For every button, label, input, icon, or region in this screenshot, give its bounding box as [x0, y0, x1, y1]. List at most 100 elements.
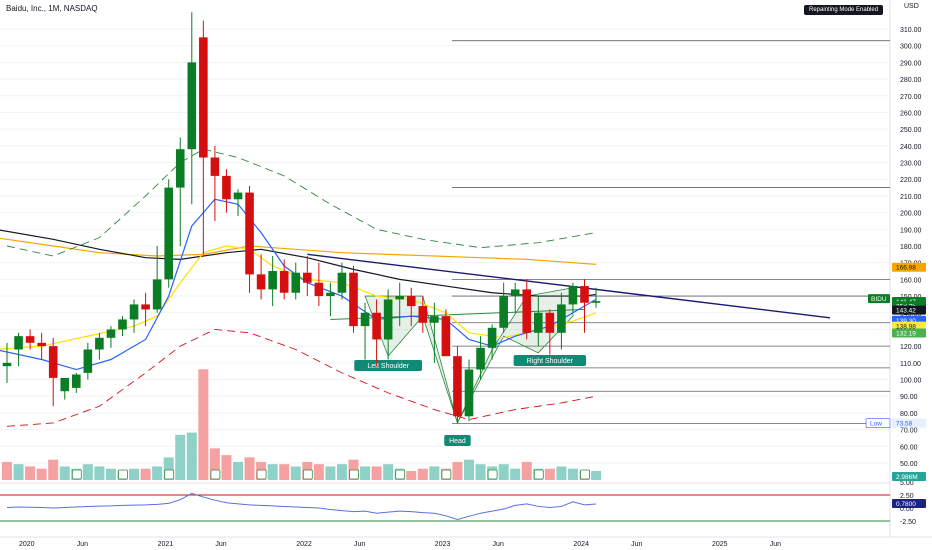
volume-bar — [2, 461, 12, 480]
earnings-marker — [118, 469, 128, 480]
candle-body — [83, 349, 93, 373]
earnings-marker — [210, 469, 221, 480]
volume-bar — [152, 466, 163, 480]
time-tick: Jun — [631, 541, 642, 548]
volume-bar — [498, 464, 509, 480]
candle-body — [129, 304, 139, 320]
time-tick: Jun — [770, 541, 781, 548]
volume-bar — [452, 461, 463, 480]
candle-body — [233, 192, 243, 200]
volume-bar — [105, 468, 116, 480]
price-labels: 166.98BIDU146.4725d 7h143.42139.30138.98… — [865, 262, 926, 508]
candle-body — [60, 377, 70, 392]
head-label-bg — [444, 435, 471, 446]
candle-body — [95, 337, 104, 350]
price-axis: 310.00 300.00 290.00 280.00 270.00 260.00 250.… — [900, 27, 922, 526]
earnings-marker — [533, 469, 544, 480]
volume-bar — [464, 459, 474, 480]
volume-bar — [510, 468, 521, 480]
volume-bar — [221, 455, 232, 480]
candle-body — [418, 306, 428, 323]
ma-yellow-line — [0, 245, 597, 350]
volume-bar — [475, 464, 486, 480]
volume-bar — [417, 468, 428, 480]
osc-value-bg — [892, 498, 926, 508]
volume-bar — [209, 448, 220, 480]
candle-body — [580, 286, 589, 303]
oscillator-pane — [0, 492, 890, 522]
price-tick: 80.00 — [900, 411, 918, 418]
candle-body — [464, 369, 474, 417]
right-shoulder-label: Right Shoulder — [527, 358, 574, 365]
candle-body — [557, 304, 566, 333]
candle-body — [164, 187, 173, 280]
lower-envelope — [6, 329, 597, 427]
volume-bar — [567, 468, 578, 480]
volume-bar — [175, 434, 186, 480]
volume-bar — [48, 459, 59, 480]
price-label: 132.19 — [896, 330, 916, 337]
time-tick: 2025 — [712, 541, 728, 548]
candle-body — [14, 336, 23, 350]
price-tick: 240.00 — [900, 144, 922, 151]
volume-bar — [198, 369, 209, 480]
price-label-bg — [892, 328, 926, 338]
currency-label[interactable]: USD — [904, 3, 919, 10]
candle-body — [395, 296, 404, 300]
volume-bar — [129, 468, 140, 480]
candle-body — [349, 272, 358, 327]
left-shoulder-label-bg — [354, 360, 423, 371]
candle-body — [591, 301, 601, 303]
candle-body — [210, 157, 220, 176]
candle-body — [568, 286, 578, 305]
candle-body — [152, 279, 162, 310]
osc-line — [6, 492, 597, 520]
volume-bar — [59, 466, 70, 480]
candle-body — [499, 296, 508, 328]
ma-orange-line — [0, 237, 597, 265]
candle-body — [487, 327, 497, 348]
price-tick: 100.00 — [900, 378, 922, 385]
candle-body — [118, 319, 127, 330]
volume-bar — [429, 466, 440, 480]
volume-bar — [36, 468, 47, 480]
candle-body — [222, 175, 231, 200]
candle-body — [534, 312, 543, 333]
candle-body — [37, 342, 46, 347]
earnings-marker — [487, 469, 498, 480]
candle-body — [476, 347, 485, 370]
repainting-mode-badge[interactable]: Repainting Mode Enabled — [804, 5, 884, 15]
osc-tick: 2.50 — [900, 493, 914, 500]
time-tick: 2022 — [296, 541, 312, 548]
candle-body — [25, 336, 35, 343]
candle-body — [141, 304, 150, 310]
price-tick: 60.00 — [900, 444, 918, 451]
price-tick: 160.00 — [900, 277, 922, 284]
candle-body — [326, 292, 335, 297]
earnings-marker — [302, 469, 313, 480]
volume-bar — [544, 468, 555, 480]
price-label: 166.98 — [896, 265, 916, 272]
volume-bar — [267, 464, 278, 480]
volume-bar — [360, 466, 371, 480]
volume-bar — [82, 464, 93, 480]
osc-tick: 0.00 — [900, 506, 914, 513]
volume-bar — [140, 468, 151, 480]
volume-bar — [244, 457, 255, 480]
volume-tick: 5.00 — [900, 480, 914, 487]
candle-body — [268, 271, 277, 290]
price-tick: 230.00 — [900, 161, 922, 168]
time-tick: Jun — [354, 541, 365, 548]
low-value-bg — [892, 418, 926, 428]
volume-bar — [383, 464, 394, 480]
upper-envelope — [6, 148, 597, 257]
price-label: 143.42 — [896, 308, 916, 315]
volume-bar — [336, 464, 347, 480]
price-tick: 190.00 — [900, 227, 922, 234]
price-label-bg — [892, 321, 926, 331]
time-axis: 2020 Jun 2021 Jun 2022 Jun 2023 Jun 2024 Jun 2025 J… — [19, 541, 781, 548]
price-tick: 90.00 — [900, 394, 918, 401]
time-tick: Jun — [77, 541, 88, 548]
